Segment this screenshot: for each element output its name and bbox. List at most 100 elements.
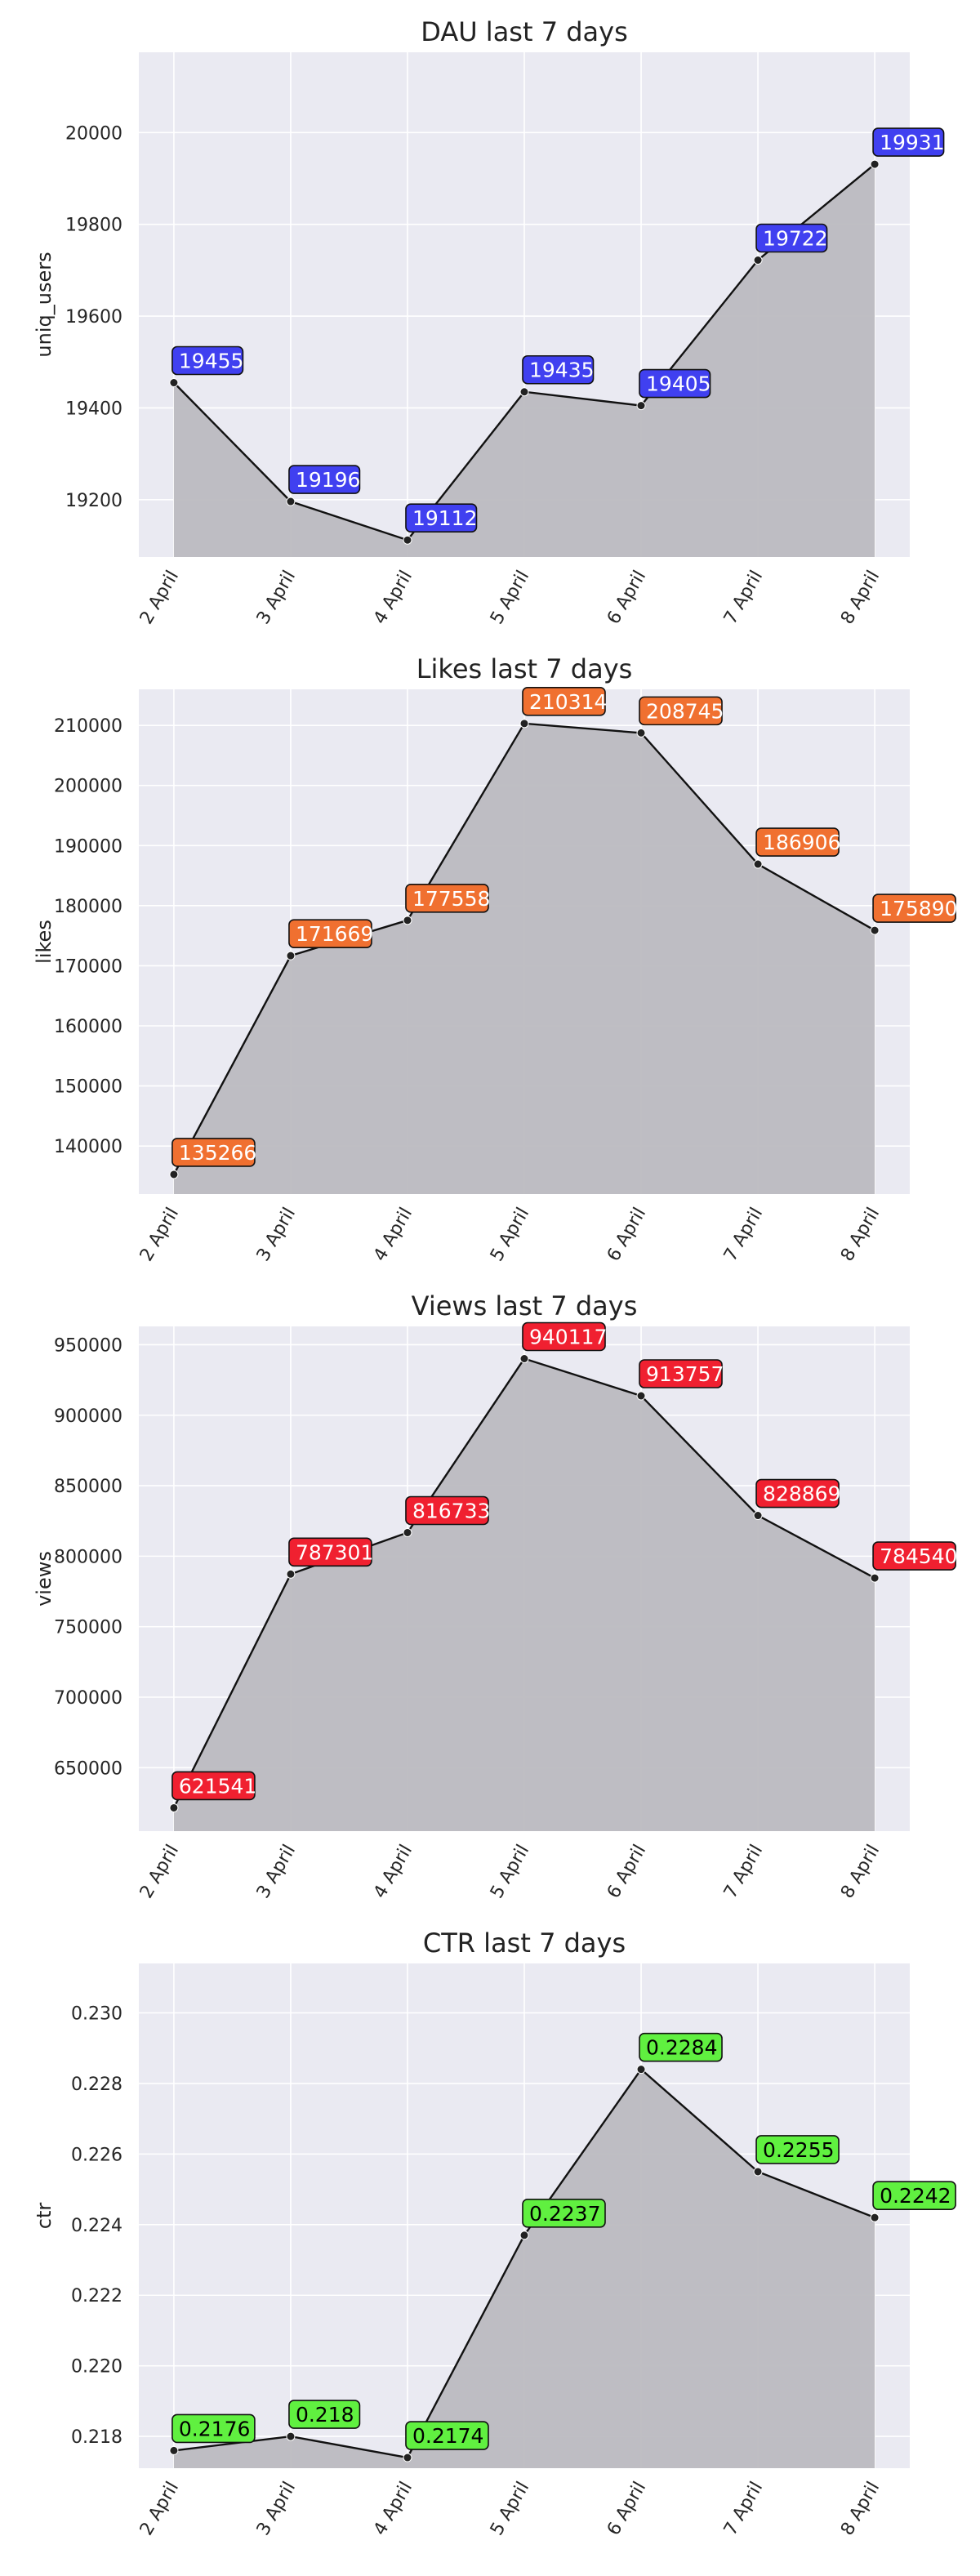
area-fill [173,164,875,558]
data-label-4: 210314 [522,687,607,716]
data-label-6: 186906 [755,827,840,857]
data-label-7: 784540 [872,1541,958,1571]
data-point [753,2167,763,2177]
data-label-box [639,368,711,399]
data-point [636,2065,646,2075]
data-label-box [522,687,606,716]
data-label-box [172,345,244,376]
data-point [636,401,646,411]
data-label-box [288,2400,361,2429]
data-label-text: 19435 [529,359,595,382]
data-point [519,2231,529,2240]
data-label-4: 0.2237 [522,2198,606,2228]
data-label-2: 787301 [288,1537,373,1567]
chart-panel-1: 19455 19196 19112 19435 19405 19722 19931 19200… [33,16,945,628]
data-point [870,159,880,169]
x-tick-label: 5 April [487,1205,533,1265]
data-point [636,728,646,738]
data-point [286,2431,296,2441]
data-label-box [755,223,828,253]
data-point [403,535,412,545]
data-point [519,1354,529,1364]
y-tick-label: 0.224 [71,2216,122,2236]
x-tick-label: 8 April [837,568,884,628]
data-point [870,1573,880,1583]
x-tick-label: 3 April [253,2479,300,2539]
y-tick-label: 19600 [65,307,122,328]
y-tick-label: 0.228 [71,2075,122,2095]
data-label-4: 19435 [522,354,595,385]
data-label-2: 171669 [288,919,373,948]
data-label-text: 19722 [763,227,828,251]
data-label-text: 135266 [179,1141,256,1165]
data-point [403,2453,412,2462]
area-fill [173,1358,875,1831]
x-tick-label: 7 April [720,2479,767,2539]
data-label-box [522,1321,606,1352]
data-label-7: 19931 [872,127,945,157]
y-tick-label: 900000 [54,1406,122,1427]
chart-title: Likes last 7 days [416,653,633,684]
data-label-text: 828869 [763,1482,840,1506]
data-label-box [872,127,945,157]
data-label-5: 208745 [639,696,724,726]
x-tick-label: 2 April [136,568,183,628]
y-tick-label: 750000 [54,1618,122,1638]
data-label-box [288,1537,372,1567]
x-tick-label: 3 April [253,1205,300,1265]
x-tick-label: 7 April [720,1842,767,1902]
data-label-5: 913757 [639,1359,724,1388]
data-label-text: 19931 [880,131,945,154]
x-tick-label: 8 April [837,1842,884,1902]
x-tick-label: 6 April [604,1205,650,1265]
data-label-box [755,827,840,857]
x-tick-label: 6 April [604,1842,650,1902]
data-label-text: 787301 [296,1540,373,1564]
data-label-3: 0.2174 [405,2421,489,2450]
data-point [286,497,296,506]
x-tick-label: 7 April [720,1205,767,1265]
x-tick-label: 2 April [136,1842,183,1902]
data-point [519,719,529,729]
y-tick-label: 19400 [65,399,122,419]
data-label-4: 940117 [522,1321,607,1352]
data-point [169,378,179,388]
x-tick-label: 5 April [487,2479,533,2539]
data-label-5: 19405 [639,368,711,399]
data-label-1: 135266 [172,1138,256,1167]
data-label-text: 816733 [412,1499,490,1522]
data-label-text: 171669 [296,922,373,946]
y-tick-label: 170000 [54,956,122,977]
data-label-text: 19112 [412,506,478,530]
chart-panel-4: 0.2176 0.218 0.2174 0.2237 0.2284 0.2255 0.224… [33,1928,956,2539]
data-label-text: 186906 [763,831,840,854]
data-label-7: 175890 [872,894,958,923]
data-label-box [755,1478,840,1509]
data-label-text: 0.2174 [412,2424,483,2448]
x-tick-label: 6 April [604,568,650,628]
data-label-box [405,2421,489,2450]
x-tick-label: 3 April [253,1842,300,1902]
data-point [169,1803,179,1812]
y-axis-label: likes [33,920,56,964]
x-tick-label: 8 April [837,1205,884,1265]
data-label-text: 0.2242 [880,2184,951,2208]
x-tick-label: 6 April [604,2479,650,2539]
chart-panel-3: 621541 787301 816733 940117 913757 828869 7845… [33,1290,958,1902]
y-tick-label: 650000 [54,1758,122,1779]
data-point [286,951,296,960]
data-point [753,1511,763,1521]
x-tick-label: 8 April [837,2479,884,2539]
data-label-text: 0.2176 [179,2417,250,2440]
y-tick-label: 160000 [54,1017,122,1037]
data-point [169,2445,179,2455]
y-tick-label: 180000 [54,897,122,917]
data-label-box [405,503,478,533]
data-label-1: 19455 [172,345,244,376]
y-tick-label: 0.220 [71,2357,122,2378]
chart-title: Views last 7 days [412,1290,638,1321]
data-point [519,387,529,397]
x-tick-label: 7 April [720,568,767,628]
data-point [403,1527,412,1537]
